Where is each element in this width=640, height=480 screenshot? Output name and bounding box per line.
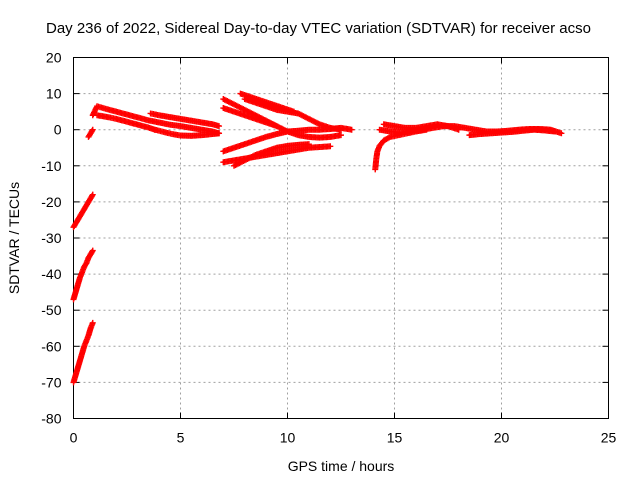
data-point <box>89 191 96 198</box>
x-tick-label: 5 <box>177 430 185 446</box>
x-tick-label: 15 <box>387 430 403 446</box>
y-tick-label: 20 <box>46 50 62 66</box>
series-s1 <box>70 191 96 231</box>
series-s10 <box>220 105 280 130</box>
y-axis-label: SDTVAR / TECUs <box>6 182 22 294</box>
y-tick-label: -20 <box>41 194 61 210</box>
y-tick-label: -70 <box>41 374 61 390</box>
series-s13 <box>220 124 355 155</box>
data-point <box>89 126 96 133</box>
x-tick-label: 20 <box>494 430 510 446</box>
data-point <box>89 247 96 254</box>
data-point <box>455 126 462 133</box>
axis-ticks: 0 5 10 15 20 25 -80 -70 -60 -50 -40 -30 -20 -10 0 10 20 <box>41 50 616 446</box>
chart-title: Day 236 of 2022, Sidereal Day-to-day VTE… <box>46 20 591 37</box>
y-tick-label: -40 <box>41 266 61 282</box>
series-s3 <box>70 319 96 386</box>
data-point <box>273 123 280 130</box>
data-point <box>552 128 558 135</box>
x-tick-label: 0 <box>70 430 78 446</box>
data-point <box>216 123 223 130</box>
data-point <box>558 130 565 137</box>
series-s9 <box>220 96 344 141</box>
data-point <box>327 143 334 150</box>
x-axis-label: GPS time / hours <box>288 458 395 474</box>
series-s4 <box>85 126 96 140</box>
data-point <box>216 130 223 137</box>
series-s12 <box>241 96 344 133</box>
y-tick-label: -50 <box>41 302 61 318</box>
y-tick-label: 10 <box>46 86 62 102</box>
x-tick-label: 25 <box>601 430 617 446</box>
y-tick-label: -30 <box>41 230 61 246</box>
y-tick-label: -80 <box>41 411 61 427</box>
data-point <box>89 248 96 255</box>
series-s8 <box>151 126 223 139</box>
data-point <box>348 126 355 133</box>
data-point <box>305 141 312 148</box>
series-s19 <box>466 126 558 139</box>
series-s2 <box>70 247 96 303</box>
y-tick-label: 0 <box>54 122 62 138</box>
data-point <box>89 319 96 326</box>
data-point <box>385 134 392 141</box>
data-point <box>89 127 96 134</box>
x-tick-label: 10 <box>280 430 296 446</box>
y-tick-label: -10 <box>41 158 61 174</box>
data-point <box>338 132 344 139</box>
series-s7 <box>147 110 223 130</box>
series-s18 <box>380 121 462 133</box>
data-point <box>89 192 96 199</box>
series-s15 <box>231 141 312 169</box>
data-points <box>70 90 565 386</box>
y-tick-label: -60 <box>41 338 61 354</box>
